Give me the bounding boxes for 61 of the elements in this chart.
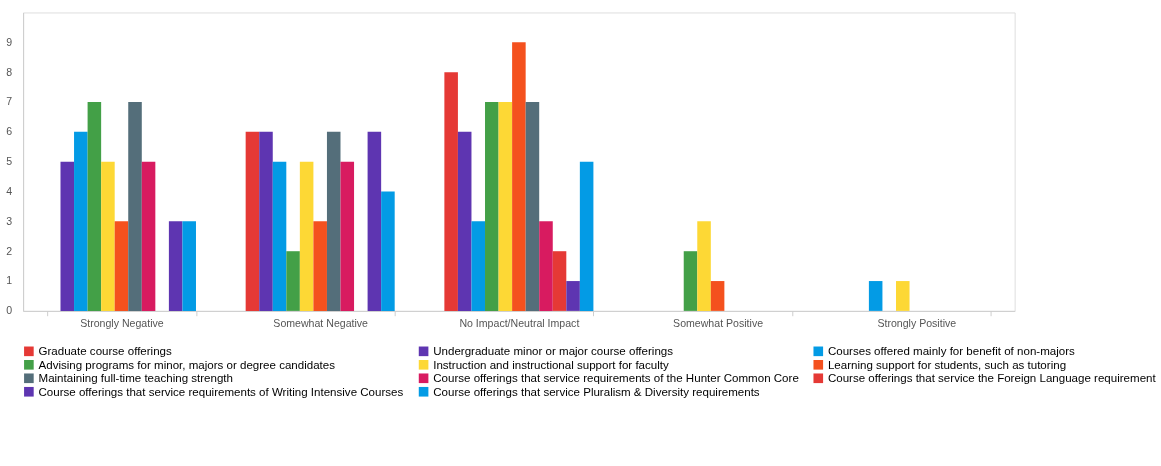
y-tick-label: 2 [6,244,13,257]
bar [552,251,567,311]
bar [539,221,553,311]
bar [74,131,88,311]
y-tick-label: 5 [6,155,13,168]
x-tick-label: Strongly Positive [877,316,957,329]
legend-label: Graduate course offerings [38,345,173,358]
bar [683,251,698,311]
bar [128,101,142,311]
y-tick-label: 6 [6,125,13,138]
legend-label: Undergraduate minor or major course offerings [433,345,674,358]
y-tick-label: 4 [6,184,13,197]
bar [868,281,883,311]
legend-label: Course offerings that service the Foreign Language requirement [827,372,1157,385]
bar [168,221,183,311]
x-tick-label: Somewhat Positive [673,316,764,329]
bar [498,101,513,311]
bar [525,101,540,311]
bar [141,161,156,311]
bar [895,281,910,311]
legend-label: Maintaining full-time teaching strength [38,372,233,385]
legend-label: Course offerings that service requirements of the Hunter Common Core [433,372,799,385]
bar [381,191,395,311]
legend-label: Instruction and instructional support for faculty [433,358,669,371]
bar [272,161,287,311]
legend-label: Course offerings that service requirements of Writing Intensive Courses [38,385,404,398]
bar [299,161,314,311]
x-tick-label: Strongly Negative [80,316,164,329]
bar [579,161,594,311]
bar [444,72,458,311]
bar [367,131,382,311]
y-tick-label: 9 [6,35,13,48]
bar [87,101,102,311]
y-tick-label: 7 [6,95,13,108]
legend-label: Courses offered mainly for benefit of non-majors [827,345,1076,358]
x-tick-label: Somewhat Negative [273,316,369,329]
bar [457,131,472,311]
y-tick-label: 8 [6,65,13,78]
y-tick-label: 3 [6,214,13,227]
bar [286,251,300,311]
bar [313,221,327,311]
bar [101,161,115,311]
legend-label: Advising programs for minor, majors or degree candidates [38,358,336,371]
bar [245,131,260,311]
x-tick-label: No Impact/Neutral Impact [459,316,580,329]
bar [114,221,129,311]
legend-label: Learning support for students, such as tutoring [827,358,1067,371]
bar [182,221,196,311]
y-tick-label: 0 [6,304,13,317]
bar [512,42,526,311]
bar [60,161,75,311]
bar [471,221,486,311]
bar [710,281,725,311]
bar [485,101,499,311]
y-tick-label: 1 [6,274,13,287]
bar [340,161,355,311]
legend-label: Course offerings that service Pluralism & Diversity requirements [433,385,760,398]
bar [697,221,711,311]
bar [259,131,273,311]
bar [566,281,580,311]
bar [326,131,341,311]
